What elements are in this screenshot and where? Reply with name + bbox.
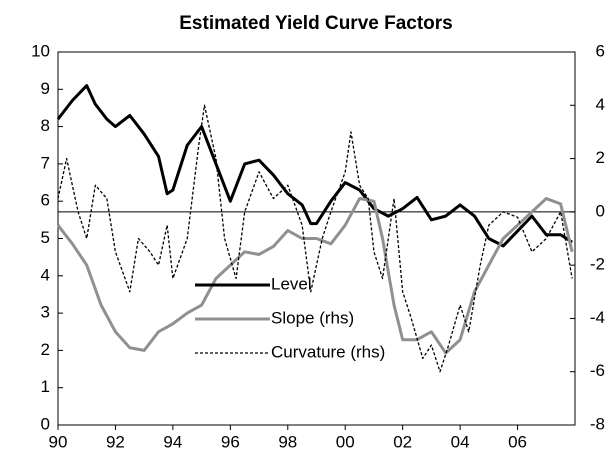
y-tick-label: 6 xyxy=(41,191,50,210)
y-tick-label: 10 xyxy=(31,41,50,60)
y-tick-label: 0 xyxy=(41,414,50,433)
y2-tick-label: -2 xyxy=(590,255,605,274)
y2-tick-label: -4 xyxy=(590,308,605,327)
x-tick-label: 02 xyxy=(393,432,412,451)
legend-label: Curvature (rhs) xyxy=(271,342,385,361)
x-tick-label: 04 xyxy=(451,432,470,451)
series-line xyxy=(56,197,574,355)
x-tick-label: 92 xyxy=(106,432,125,451)
y-tick-label: 4 xyxy=(41,265,50,284)
y-tick-label: 9 xyxy=(41,79,50,98)
y2-tick-label: 0 xyxy=(596,201,605,220)
chart-title: Estimated Yield Curve Factors xyxy=(179,13,453,34)
y-tick-label: 5 xyxy=(41,228,50,247)
y2-tick-label: -6 xyxy=(590,361,605,380)
x-tick-label: 00 xyxy=(336,432,355,451)
y-tick-label: 7 xyxy=(41,153,50,172)
x-tick-label: 06 xyxy=(508,432,527,451)
series-line xyxy=(57,104,573,373)
y-tick-label: 3 xyxy=(41,303,50,322)
y2-tick-label: 6 xyxy=(596,41,605,60)
x-tick-label: 96 xyxy=(221,432,240,451)
y-tick-label: 1 xyxy=(41,377,50,396)
y-tick-label: 2 xyxy=(41,340,50,359)
x-tick-label: 90 xyxy=(49,432,68,451)
y2-tick-label: 4 xyxy=(596,95,605,114)
series-line xyxy=(56,84,573,248)
y2-tick-label: 2 xyxy=(596,148,605,167)
legend-label: Level xyxy=(271,274,312,293)
y2-tick-label: -8 xyxy=(590,414,605,433)
x-tick-label: 98 xyxy=(278,432,297,451)
legend-label: Slope (rhs) xyxy=(271,308,354,327)
y-tick-label: 8 xyxy=(41,116,50,135)
x-tick-label: 94 xyxy=(163,432,182,451)
